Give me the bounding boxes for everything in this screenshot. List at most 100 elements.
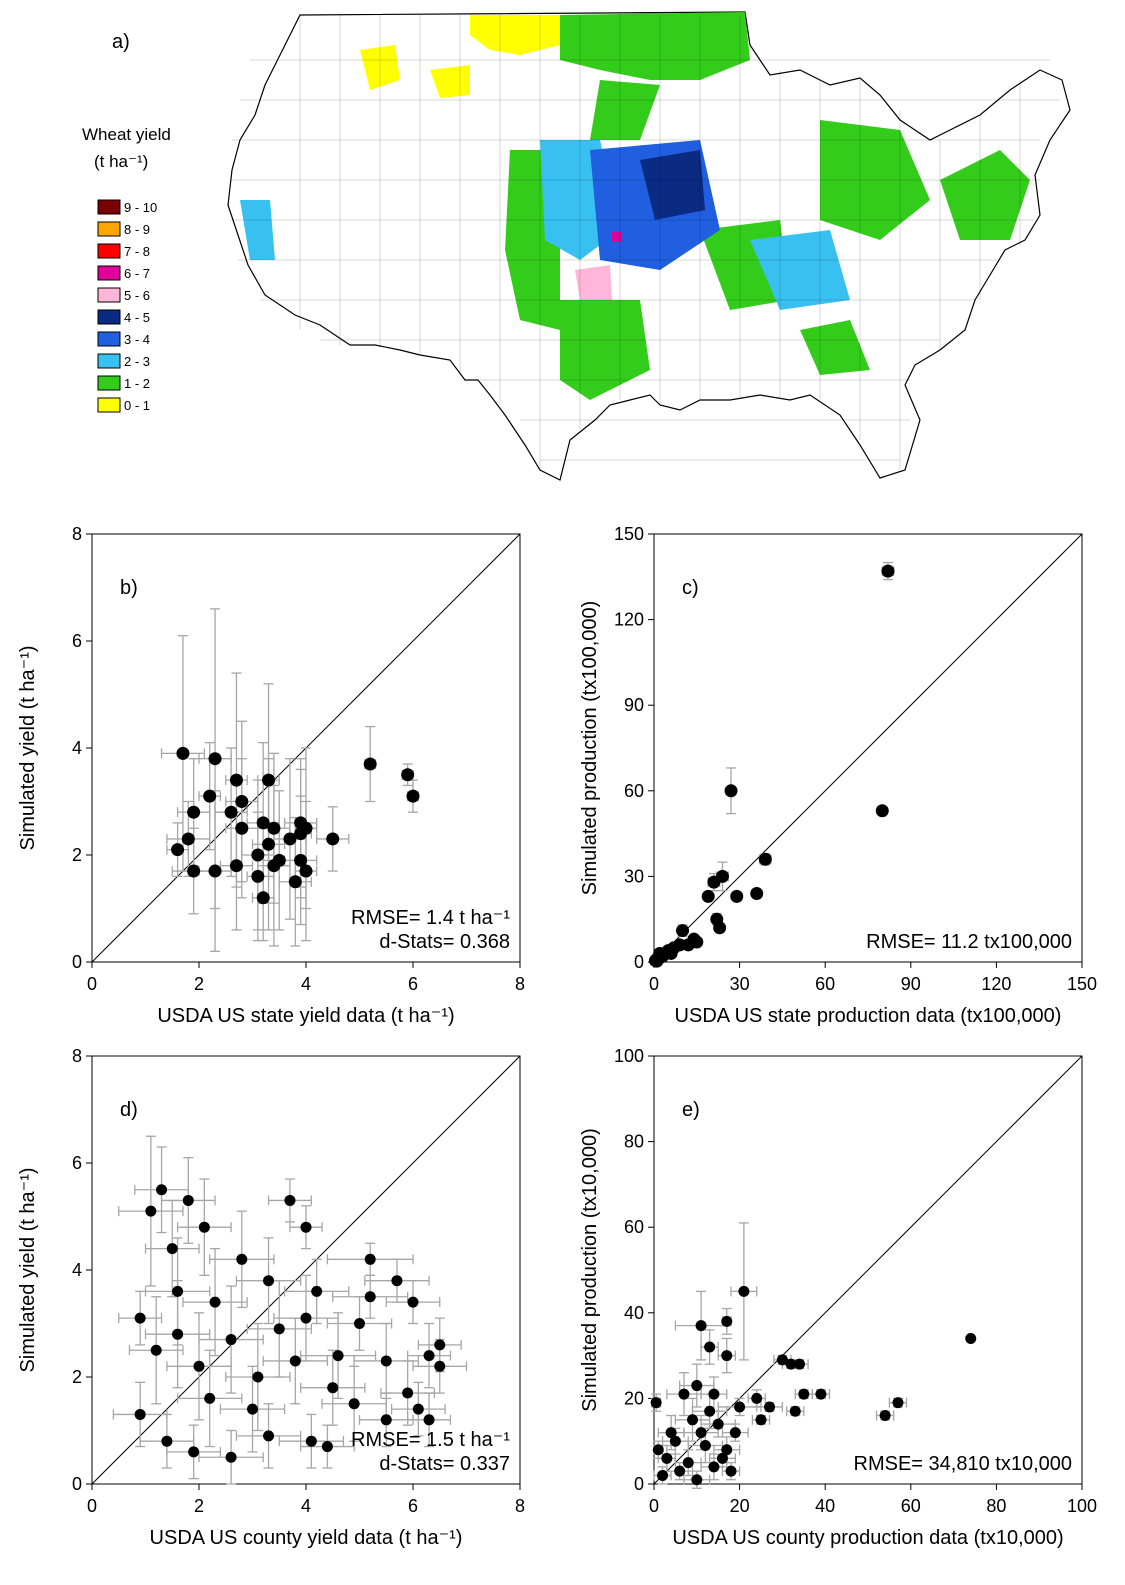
- legend-swatch: [97, 287, 121, 303]
- stats-text: RMSE= 11.2 tx100,000: [866, 931, 1072, 953]
- data-point: [225, 1334, 237, 1346]
- x-axis-label: USDA US county yield data (t ha⁻¹): [150, 1527, 463, 1549]
- panel-label: e): [682, 1099, 700, 1121]
- one-to-one-line: [653, 533, 1083, 963]
- y-tick-label: 2: [72, 845, 82, 865]
- y-tick-label: 0: [634, 952, 644, 972]
- yield-patch-6-7: [612, 232, 622, 242]
- y-tick-label: 30: [624, 866, 644, 886]
- data-point: [708, 1461, 720, 1473]
- x-axis-label: USDA US state yield data (t ha⁻¹): [157, 1005, 454, 1027]
- data-point: [665, 1427, 677, 1439]
- data-point: [263, 1430, 275, 1442]
- data-point: [407, 1296, 419, 1308]
- x-tick-label: 4: [301, 1496, 311, 1516]
- data-point: [794, 1358, 806, 1370]
- legend-swatch: [97, 331, 121, 347]
- map-legend: 9 - 10 8 - 9 7 - 8 6 - 7 5 - 6 4 - 5 3 - 4 2 - …: [97, 199, 157, 413]
- panel-label: b): [120, 577, 138, 599]
- data-point: [406, 789, 420, 803]
- stats-text: d-Stats= 0.337: [379, 1453, 510, 1475]
- data-point: [682, 1457, 694, 1469]
- legend-swatch: [97, 353, 121, 369]
- x-axis-label: USDA US county production data (tx10,000…: [672, 1527, 1063, 1549]
- x-tick-label: 0: [87, 1496, 97, 1516]
- data-point: [712, 1418, 724, 1430]
- data-point: [236, 1253, 248, 1265]
- data-point: [321, 1441, 333, 1453]
- data-points: [112, 1135, 468, 1485]
- data-point: [879, 1410, 891, 1422]
- y-tick-label: 60: [624, 781, 644, 801]
- data-point: [695, 1427, 707, 1439]
- data-point: [704, 1341, 716, 1353]
- data-point: [695, 1320, 707, 1332]
- data-point: [364, 1291, 376, 1303]
- data-point: [235, 821, 249, 835]
- data-point: [300, 1312, 312, 1324]
- us-county-map: [227, 11, 1071, 481]
- legend-title: Wheat yield: [82, 125, 171, 144]
- y-axis-label: Simulated production (tx100,000): [579, 601, 601, 896]
- data-point: [707, 875, 721, 889]
- x-tick-label: 80: [986, 1496, 1006, 1516]
- y-axis-label: Simulated production (tx10,000): [579, 1128, 601, 1412]
- one-to-one-line: [91, 1055, 521, 1485]
- y-tick-label: 0: [72, 952, 82, 972]
- data-point: [725, 1465, 737, 1477]
- data-point: [171, 843, 185, 857]
- y-axis-label: Simulated yield (t ha⁻¹): [17, 1167, 39, 1372]
- y-tick-label: 6: [72, 1153, 82, 1173]
- stats-text: RMSE= 34,810 tx10,000: [854, 1453, 1072, 1475]
- yield-patch-1-2: [940, 150, 1030, 240]
- data-point: [738, 1285, 750, 1297]
- legend-label: 3 - 4: [124, 332, 150, 347]
- data-point: [294, 816, 308, 830]
- data-point: [288, 875, 302, 889]
- data-point: [348, 1398, 360, 1410]
- data-point: [150, 1344, 162, 1356]
- data-point: [412, 1403, 424, 1415]
- legend-label: 0 - 1: [124, 398, 150, 413]
- data-point: [363, 757, 377, 771]
- data-point: [289, 1355, 301, 1367]
- y-tick-label: 0: [72, 1474, 82, 1494]
- stats-text: RMSE= 1.4 t ha⁻¹: [351, 907, 510, 929]
- plot-frame: [653, 1055, 1083, 1485]
- data-point: [256, 816, 270, 830]
- data-point: [764, 1401, 776, 1413]
- y-tick-label: 4: [72, 1260, 82, 1280]
- data-point: [789, 1405, 801, 1417]
- data-point: [181, 832, 195, 846]
- data-point: [758, 852, 772, 866]
- x-tick-label: 0: [649, 1496, 659, 1516]
- data-point: [401, 768, 415, 782]
- data-point: [650, 1397, 662, 1409]
- data-point: [262, 773, 276, 787]
- legend-swatch: [97, 243, 121, 259]
- chart-d: 0 2 4 6 8 0 2 4 6 8 USDA US county yield data (t h…: [17, 1046, 525, 1549]
- data-point: [713, 921, 727, 935]
- data-point: [657, 1469, 669, 1481]
- y-tick-label: 8: [72, 1046, 82, 1066]
- map-county-grid: [230, 15, 1060, 470]
- y-axis-label: Simulated yield (t ha⁻¹): [17, 645, 39, 850]
- data-point: [188, 1446, 200, 1458]
- data-points: [648, 561, 895, 968]
- x-axis-label: USDA US state production data (tx100,000…: [675, 1005, 1062, 1027]
- data-point: [652, 1444, 664, 1456]
- data-point: [423, 1414, 435, 1426]
- data-point: [161, 1435, 173, 1447]
- yield-patch-1-2: [820, 120, 930, 240]
- data-point: [402, 1387, 414, 1399]
- data-point: [256, 891, 270, 905]
- data-point: [354, 1318, 365, 1329]
- data-point: [704, 1405, 716, 1417]
- data-point: [724, 784, 738, 798]
- data-point: [267, 859, 281, 873]
- data-point: [273, 1323, 285, 1335]
- data-point: [252, 1371, 264, 1383]
- legend-swatch: [97, 309, 121, 325]
- data-point: [247, 1403, 258, 1415]
